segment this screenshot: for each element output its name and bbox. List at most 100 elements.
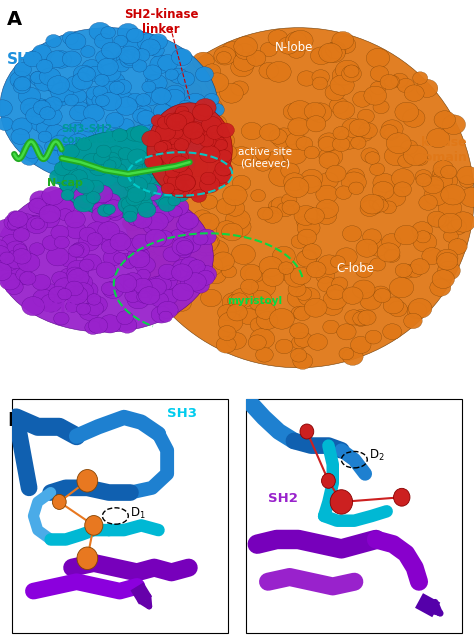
Circle shape (330, 256, 345, 268)
Circle shape (88, 318, 108, 334)
Circle shape (228, 294, 243, 307)
Circle shape (33, 100, 51, 115)
Circle shape (122, 215, 142, 231)
Circle shape (383, 324, 401, 340)
Circle shape (78, 233, 100, 251)
Circle shape (374, 289, 391, 303)
Circle shape (226, 209, 250, 230)
Circle shape (176, 217, 194, 232)
Circle shape (36, 122, 52, 134)
Circle shape (180, 275, 199, 291)
Circle shape (443, 230, 458, 242)
Circle shape (108, 146, 124, 159)
Circle shape (180, 91, 195, 104)
Circle shape (155, 89, 171, 102)
Circle shape (330, 75, 354, 95)
Circle shape (166, 150, 180, 162)
Circle shape (370, 66, 389, 81)
Circle shape (142, 161, 159, 175)
Circle shape (67, 122, 86, 138)
Circle shape (342, 348, 363, 365)
Circle shape (373, 181, 394, 199)
Circle shape (0, 117, 13, 131)
Circle shape (167, 174, 186, 190)
Circle shape (282, 194, 297, 206)
Circle shape (352, 280, 375, 299)
Circle shape (16, 213, 36, 230)
Circle shape (95, 95, 109, 107)
Circle shape (393, 182, 411, 197)
Circle shape (165, 143, 188, 162)
Circle shape (156, 141, 172, 154)
Circle shape (46, 150, 62, 164)
Circle shape (192, 112, 217, 132)
Circle shape (282, 200, 300, 215)
Circle shape (215, 140, 228, 150)
Text: SH2: SH2 (268, 492, 298, 505)
Circle shape (179, 212, 199, 229)
Circle shape (0, 262, 12, 281)
Ellipse shape (57, 131, 190, 217)
Circle shape (101, 240, 118, 254)
Circle shape (266, 62, 291, 82)
Circle shape (172, 264, 192, 281)
Circle shape (161, 115, 182, 132)
Circle shape (45, 141, 59, 152)
Circle shape (370, 82, 386, 95)
Circle shape (0, 219, 18, 238)
Circle shape (169, 174, 189, 190)
Circle shape (104, 160, 116, 170)
Circle shape (263, 207, 283, 223)
Circle shape (217, 150, 232, 162)
Circle shape (182, 134, 195, 145)
Circle shape (402, 109, 425, 127)
Circle shape (441, 174, 458, 188)
Circle shape (288, 30, 313, 51)
Circle shape (270, 309, 294, 329)
Circle shape (209, 134, 228, 150)
Circle shape (207, 125, 223, 140)
Circle shape (457, 166, 474, 185)
Circle shape (322, 298, 343, 315)
Circle shape (117, 311, 133, 325)
Circle shape (20, 150, 38, 165)
Circle shape (114, 152, 133, 168)
Circle shape (32, 275, 51, 290)
Circle shape (161, 183, 174, 194)
Circle shape (153, 137, 168, 150)
Circle shape (47, 76, 70, 94)
Circle shape (14, 269, 33, 285)
Circle shape (54, 312, 69, 325)
Circle shape (415, 170, 432, 184)
Circle shape (126, 127, 143, 141)
Circle shape (95, 125, 109, 137)
Circle shape (123, 205, 138, 218)
Circle shape (164, 144, 183, 159)
Circle shape (431, 172, 453, 190)
Text: SH2: SH2 (43, 300, 77, 316)
Circle shape (432, 167, 448, 181)
Text: kinase
domain: kinase domain (415, 136, 467, 164)
Circle shape (184, 273, 206, 291)
Circle shape (65, 167, 78, 177)
Circle shape (153, 104, 172, 120)
Circle shape (165, 267, 181, 280)
Circle shape (404, 313, 422, 329)
Circle shape (316, 185, 337, 203)
Text: N-cap: N-cap (47, 178, 83, 188)
Circle shape (172, 49, 192, 66)
Circle shape (100, 92, 122, 111)
Circle shape (391, 73, 408, 87)
Circle shape (103, 152, 120, 167)
Circle shape (127, 187, 146, 203)
Circle shape (165, 251, 184, 267)
Circle shape (156, 150, 175, 166)
Circle shape (9, 211, 28, 227)
Circle shape (222, 293, 246, 312)
Circle shape (118, 148, 132, 159)
Circle shape (92, 162, 113, 179)
Circle shape (327, 285, 345, 300)
Circle shape (118, 197, 138, 213)
Circle shape (219, 312, 243, 332)
Circle shape (309, 103, 332, 122)
